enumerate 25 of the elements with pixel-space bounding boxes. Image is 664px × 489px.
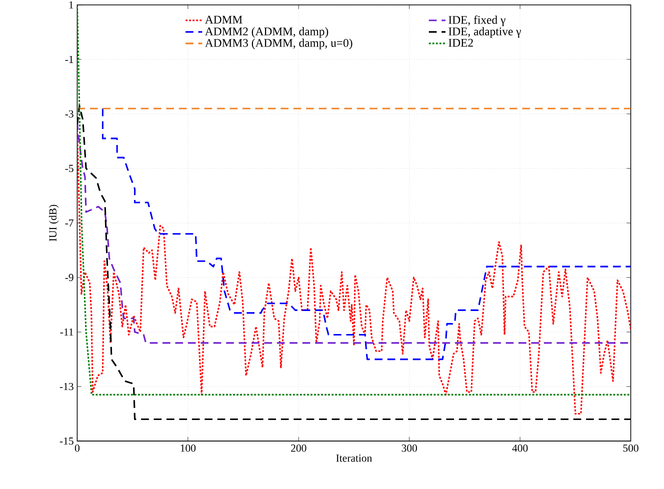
x-tick-label: 0 bbox=[74, 444, 80, 452]
x-tick-label: 400 bbox=[512, 444, 528, 452]
legend-label: ADMM2 (ADMM, damp) bbox=[205, 27, 328, 38]
x-tick-label: 100 bbox=[180, 444, 196, 452]
legend-label: ADMM bbox=[205, 16, 242, 24]
y-axis-title: IUI (dB) bbox=[48, 204, 59, 242]
y-tick-label: -13 bbox=[60, 382, 74, 390]
y-tick-label: -7 bbox=[65, 219, 74, 226]
legend-label: IDE2 bbox=[448, 38, 473, 47]
x-tick-label: 300 bbox=[402, 444, 417, 452]
y-tick-label: -15 bbox=[60, 437, 74, 445]
y-tick-label: -5 bbox=[65, 164, 74, 172]
line-series bbox=[102, 108, 631, 360]
y-tick-label: 1 bbox=[69, 1, 74, 8]
y-tick-label: -1 bbox=[65, 56, 74, 63]
legend-label: IDE, adaptive γ bbox=[448, 27, 521, 38]
x-tick-label: 200 bbox=[291, 444, 306, 452]
x-axis-title: Iteration bbox=[336, 454, 372, 462]
legend-label: IDE, fixed γ bbox=[448, 16, 506, 26]
y-tick-label: -11 bbox=[60, 328, 74, 336]
legend-label: ADMM3 (ADMM, damp, u=0) bbox=[205, 38, 352, 50]
y-tick-label: -3 bbox=[65, 110, 74, 118]
x-tick-label: 500 bbox=[623, 444, 638, 452]
y-tick-label: -9 bbox=[65, 274, 74, 282]
line-series bbox=[77, 4, 631, 396]
